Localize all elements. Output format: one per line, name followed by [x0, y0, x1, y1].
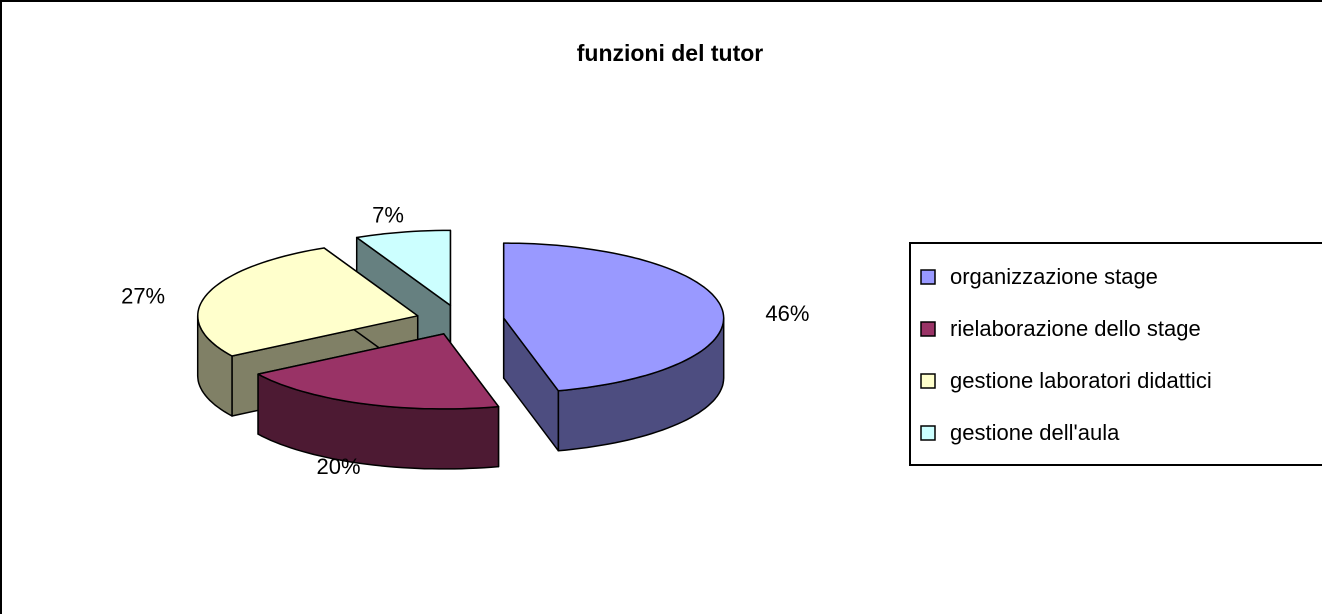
chart-title: funzioni del tutor: [577, 40, 764, 66]
legend-swatch: [920, 321, 936, 337]
data-label: 20%: [316, 454, 360, 479]
data-label: 46%: [765, 301, 809, 326]
data-label: 27%: [121, 283, 165, 308]
slice: [257, 333, 500, 410]
slice: [355, 229, 452, 307]
legend-label: organizzazione stage: [950, 264, 1158, 289]
legend-box: [909, 242, 1322, 466]
legend-label: gestione laboratori didattici: [950, 368, 1212, 393]
data-label: 7%: [372, 202, 404, 227]
legend-swatch: [920, 269, 936, 285]
legend-label: gestione dell'aula: [950, 420, 1120, 445]
legend-label: rielaborazione dello stage: [950, 316, 1201, 341]
legend-swatch: [920, 425, 936, 441]
slice: [197, 247, 419, 357]
legend-swatch: [920, 373, 936, 389]
slice: [502, 242, 725, 392]
